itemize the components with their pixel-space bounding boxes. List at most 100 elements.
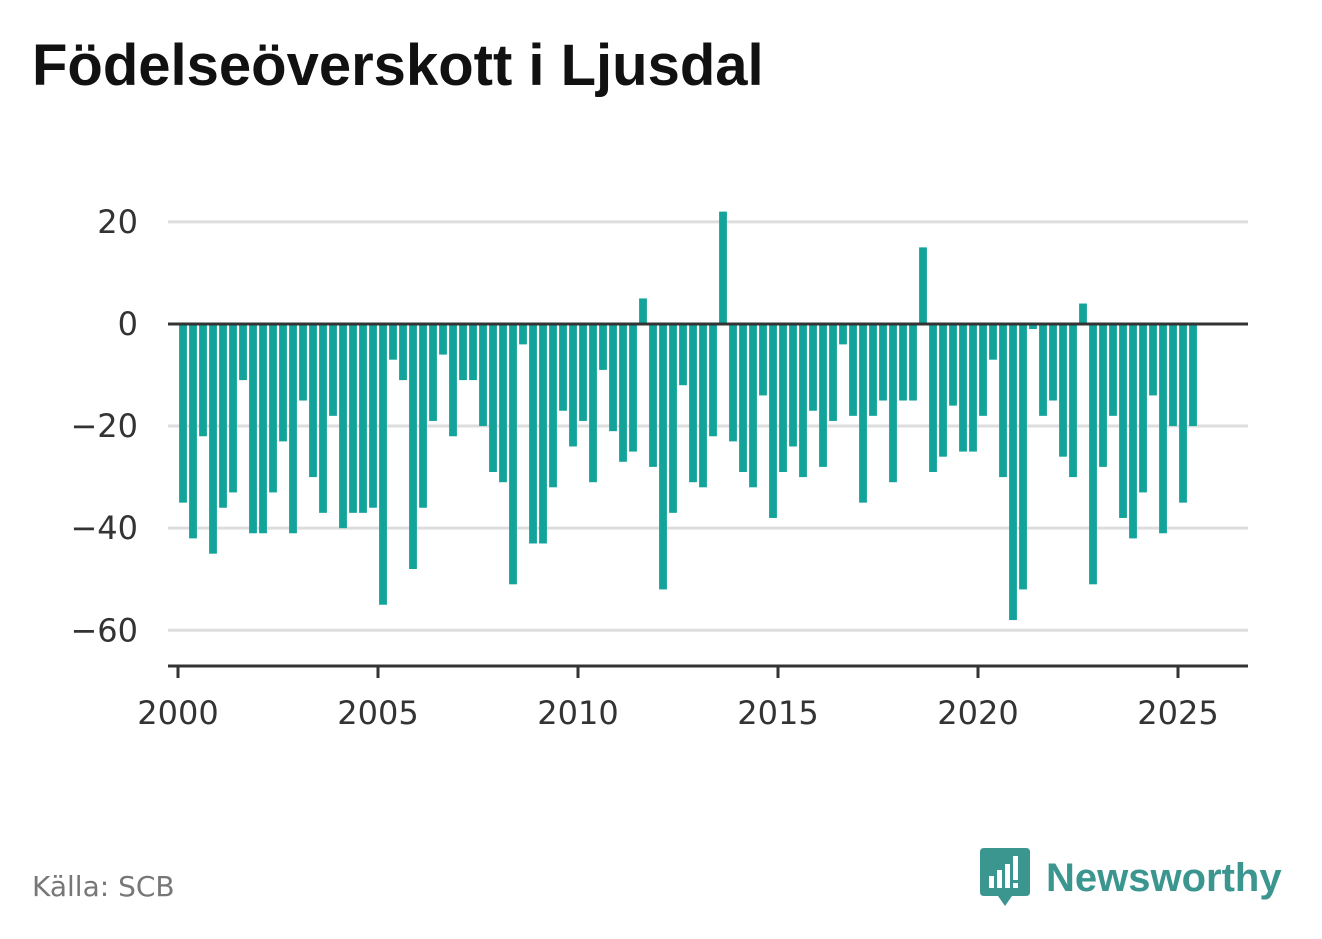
bar (569, 323, 577, 447)
y-tick-label: −40 (70, 509, 138, 547)
bar (269, 323, 277, 493)
bar (789, 323, 797, 447)
bar (649, 323, 657, 467)
bar (1039, 323, 1047, 416)
bar (889, 323, 897, 483)
bar (399, 323, 407, 381)
x-tick-label: 2015 (737, 694, 818, 732)
bar (729, 323, 737, 442)
bar (1069, 323, 1077, 478)
axes: 20 0 −20 −40 −60 2000 2005 2010 2015 2020 2025 (70, 203, 1248, 732)
bar (459, 323, 467, 381)
bar (899, 323, 907, 401)
bar (709, 323, 717, 437)
bar (489, 323, 497, 472)
bar (919, 247, 927, 324)
bar (929, 323, 937, 472)
y-tick-label: −60 (70, 611, 138, 649)
bar (239, 323, 247, 381)
bar (809, 323, 817, 411)
bar (1169, 323, 1177, 427)
bar (909, 323, 917, 401)
bar (309, 323, 317, 478)
bar (1019, 323, 1027, 590)
grid-lines (168, 220, 1248, 632)
bar (1179, 323, 1187, 503)
bar (209, 323, 217, 554)
brand-name: Newsworthy (1046, 855, 1282, 900)
bar (639, 298, 647, 324)
bar (509, 323, 517, 585)
bar (949, 323, 957, 406)
bar (429, 323, 437, 421)
bar (329, 323, 337, 416)
bar (769, 323, 777, 518)
bar (1049, 323, 1057, 401)
bar (319, 323, 327, 513)
bar (829, 323, 837, 421)
bar (439, 323, 447, 355)
bar (299, 323, 307, 401)
bar (609, 323, 617, 432)
bar (1109, 323, 1117, 416)
bar (359, 323, 367, 513)
bar (559, 323, 567, 411)
bar (259, 323, 267, 534)
bar (1099, 323, 1107, 467)
bar (1129, 323, 1137, 539)
bar (469, 323, 477, 381)
bar (419, 323, 427, 508)
bar (549, 323, 557, 488)
x-tick-label: 2025 (1137, 694, 1218, 732)
bar (979, 323, 987, 416)
bar (479, 323, 487, 427)
bar (629, 323, 637, 452)
brand-logo: Newsworthy (980, 848, 1282, 908)
bar (449, 323, 457, 437)
bar (499, 323, 507, 483)
x-tick-label: 2000 (137, 694, 218, 732)
bar (999, 323, 1007, 478)
bar (219, 323, 227, 508)
bar (879, 323, 887, 401)
source-note: Källa: SCB (32, 870, 175, 903)
bar (289, 323, 297, 534)
bar (679, 323, 687, 386)
bar (939, 323, 947, 457)
bar (339, 323, 347, 529)
bar (969, 323, 977, 452)
bar (1079, 303, 1087, 324)
bar (349, 323, 357, 513)
bar (179, 323, 187, 503)
bar (959, 323, 967, 452)
bar (669, 323, 677, 513)
bar (719, 211, 727, 324)
bar (1149, 323, 1157, 396)
bar (1089, 323, 1097, 585)
bar (249, 323, 257, 534)
bar (659, 323, 667, 590)
bar (849, 323, 857, 416)
y-tick-label: −20 (70, 407, 138, 445)
bar (779, 323, 787, 472)
bar (539, 323, 547, 544)
bar (699, 323, 707, 488)
bar (759, 323, 767, 396)
bar (189, 323, 197, 539)
bar (739, 323, 747, 472)
bar (599, 323, 607, 370)
bar (409, 323, 417, 569)
bar (619, 323, 627, 462)
x-tick-label: 2010 (537, 694, 618, 732)
bar (989, 323, 997, 360)
bar (589, 323, 597, 483)
x-tick-label: 2005 (337, 694, 418, 732)
bar (749, 323, 757, 488)
bar (579, 323, 587, 421)
bar (1139, 323, 1147, 493)
bar (529, 323, 537, 544)
bar (519, 323, 527, 345)
bar (1159, 323, 1167, 534)
bar (279, 323, 287, 442)
x-tick-label: 2020 (937, 694, 1018, 732)
